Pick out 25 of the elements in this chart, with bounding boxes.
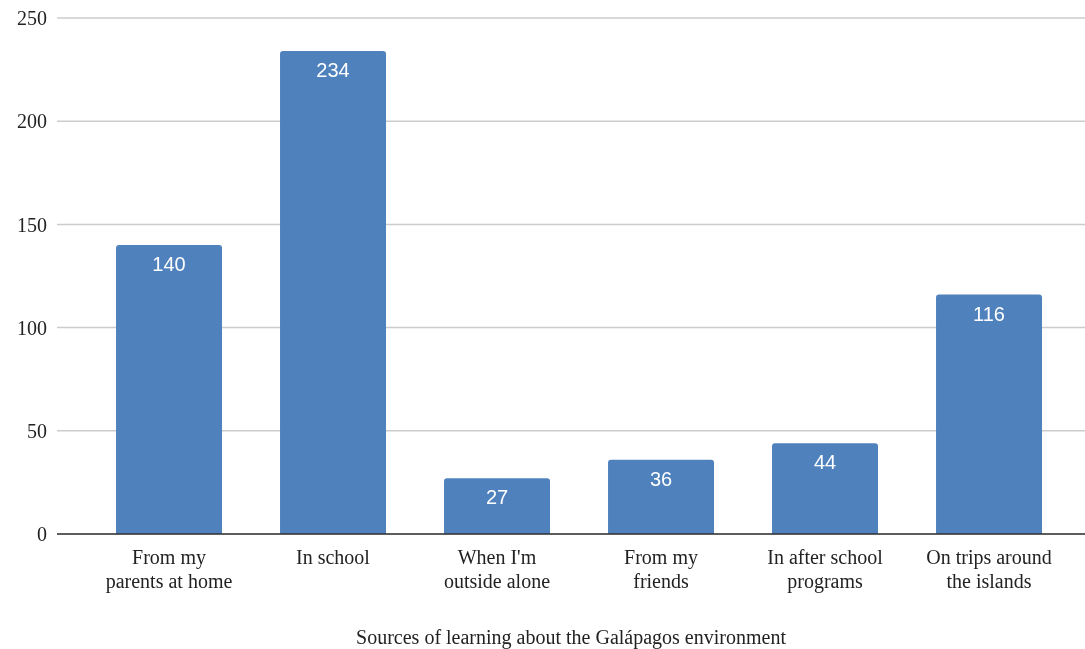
y-tick-label: 200: [17, 110, 47, 133]
x-axis-title: Sources of learning about the Galápagos environment: [356, 626, 787, 649]
data-label: 44: [813, 451, 837, 474]
x-tick-label: From my parents at home: [105, 546, 233, 593]
x-tick-label: In after school programs: [767, 546, 884, 593]
y-tick-label: 150: [17, 213, 47, 236]
y-tick-label: 50: [27, 419, 47, 442]
y-tick-label: 100: [17, 316, 47, 339]
bar: [116, 245, 223, 534]
bar: [280, 51, 387, 534]
data-label: 140: [152, 253, 186, 276]
data-label: 234: [316, 59, 350, 82]
data-label: 36: [649, 467, 673, 490]
bar: [608, 459, 715, 534]
x-tick-label: In school: [296, 546, 371, 568]
y-tick-label: 0: [37, 523, 47, 546]
x-tick-label: When I'm outside alone: [443, 546, 551, 592]
x-tick-label: On trips around the islands: [926, 546, 1052, 592]
bar: [772, 443, 879, 534]
bar: [936, 294, 1043, 534]
data-label: 116: [973, 302, 1005, 325]
y-tick-label: 250: [17, 7, 47, 30]
x-tick-label: From my friends: [624, 546, 698, 592]
data-label: 27: [485, 486, 509, 509]
bar: [444, 478, 551, 534]
